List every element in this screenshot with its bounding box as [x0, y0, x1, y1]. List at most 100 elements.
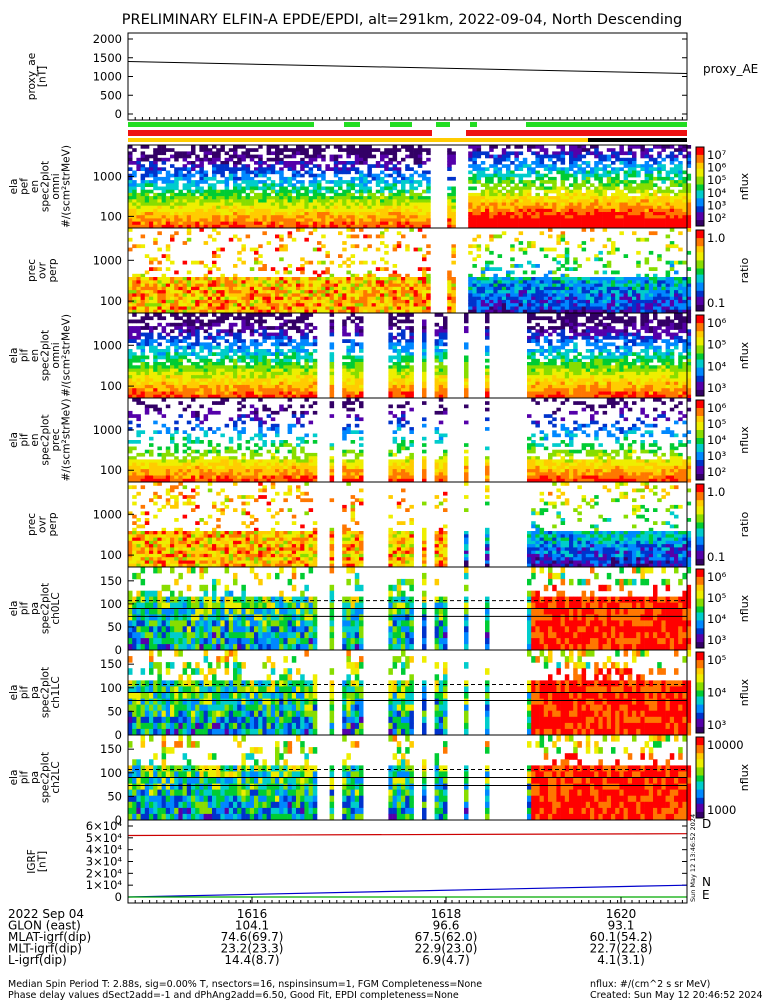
heatmap-cell: [149, 371, 154, 376]
heatmap-cell: [165, 283, 171, 288]
heatmap-cell: [186, 375, 192, 379]
heatmap-cell: [363, 212, 368, 216]
heatmap-cell: [648, 221, 654, 226]
heatmap-cell: [329, 293, 335, 298]
heatmap-cell: [480, 170, 486, 175]
heatmap-cell: [577, 293, 582, 298]
heatmap-cell: [182, 303, 188, 307]
heatmap-cell: [128, 375, 133, 379]
heatmap-cell: [401, 224, 406, 229]
heatmap-cell: [514, 309, 519, 314]
heatmap-cell: [569, 221, 574, 226]
heatmap-cell: [640, 293, 645, 298]
heatmap-cell: [480, 173, 486, 178]
heatmap-cell: [636, 221, 641, 226]
heatmap-cell: [489, 154, 494, 159]
heatmap-cell: [447, 280, 452, 285]
heatmap-cell: [476, 196, 482, 200]
heatmap-cell: [140, 290, 146, 294]
heatmap-cell: [556, 299, 561, 304]
heatmap-cell: [241, 157, 246, 162]
heatmap-cell: [405, 277, 410, 281]
heatmap-cell: [426, 244, 431, 249]
heatmap-cell: [619, 215, 624, 219]
heatmap-cell: [321, 186, 326, 191]
heatmap-cell: [522, 290, 528, 294]
heatmap-cell: [401, 293, 406, 298]
heatmap-cell: [573, 164, 578, 168]
heatmap-cell: [543, 303, 549, 307]
heatmap-cell: [300, 205, 305, 210]
heatmap-cell: [132, 283, 137, 288]
heatmap-cell: [611, 283, 616, 288]
heatmap-cell: [153, 299, 158, 304]
heatmap-cell: [300, 221, 305, 226]
heatmap-cell: [388, 224, 393, 229]
heatmap-cell: [186, 394, 192, 399]
heatmap-cell: [531, 199, 536, 203]
heatmap-cell: [619, 303, 624, 307]
heatmap-cell: [237, 306, 242, 311]
heatmap-cell: [594, 299, 599, 304]
heatmap-cell: [262, 224, 267, 229]
heatmap-cell: [203, 192, 209, 197]
heatmap-cell: [644, 277, 650, 281]
heatmap-cell: [417, 202, 423, 207]
heatmap-cell: [321, 277, 326, 281]
heatmap-cell: [140, 244, 146, 249]
heatmap-cell: [535, 196, 540, 200]
heatmap-cell: [573, 296, 578, 301]
heatmap-cell: [375, 309, 381, 314]
heatmap-cell: [615, 154, 620, 159]
heatmap-cell: [186, 189, 192, 194]
ylabel-part: omni: [50, 342, 62, 368]
heatmap-cell: [317, 205, 322, 210]
heatmap-cell: [304, 148, 309, 152]
heatmap-cell: [371, 196, 377, 200]
heatmap-cell: [149, 277, 154, 281]
heatmap-cell: [174, 391, 179, 396]
heatmap-cell: [325, 218, 330, 223]
heatmap-cell: [489, 186, 494, 191]
heatmap-cell: [178, 286, 183, 291]
heatmap-cell: [606, 237, 612, 242]
heatmap-cell: [321, 192, 326, 197]
heatmap-cell: [228, 296, 234, 301]
heatmap-cell: [619, 309, 624, 314]
heatmap-cell: [346, 286, 351, 291]
heatmap-cell: [275, 290, 280, 294]
heatmap-cell: [648, 309, 654, 314]
heatmap-cell: [233, 167, 238, 171]
heatmap-cell: [296, 186, 301, 191]
heatmap-cell: [346, 167, 351, 171]
heatmap-cell: [585, 293, 591, 298]
heatmap-cell: [417, 215, 423, 219]
heatmap-cell: [136, 329, 141, 334]
heatmap-cell: [199, 199, 204, 203]
heatmap-cell: [527, 202, 532, 207]
heatmap-cell: [380, 151, 385, 156]
heatmap-cell: [480, 192, 486, 197]
heatmap-cell: [422, 202, 427, 207]
heatmap-cell: [333, 145, 339, 149]
colorbar-tick-label: 10⁵: [707, 173, 727, 187]
heatmap-cell: [275, 170, 280, 175]
heatmap-cell: [510, 277, 515, 281]
heatmap-cell: [329, 199, 335, 203]
heatmap-cell: [375, 161, 381, 165]
heatmap-cell: [136, 365, 141, 370]
heatmap-cell: [535, 208, 540, 213]
ylabel-part: #/(scm²strMeV): [61, 145, 73, 228]
heatmap-cell: [300, 199, 305, 203]
heatmap-cell: [254, 306, 259, 311]
heatmap-cell: [472, 286, 477, 291]
heatmap-cell: [560, 306, 566, 311]
heatmap-cell: [615, 180, 620, 184]
heatmap-cell: [413, 205, 419, 210]
heatmap-cell: [359, 189, 364, 194]
heatmap-cell: [598, 180, 603, 184]
heatmap-cell: [384, 151, 389, 156]
heatmap-cell: [665, 176, 671, 181]
heatmap-cell: [539, 286, 545, 291]
heatmap-cell: [233, 208, 238, 213]
